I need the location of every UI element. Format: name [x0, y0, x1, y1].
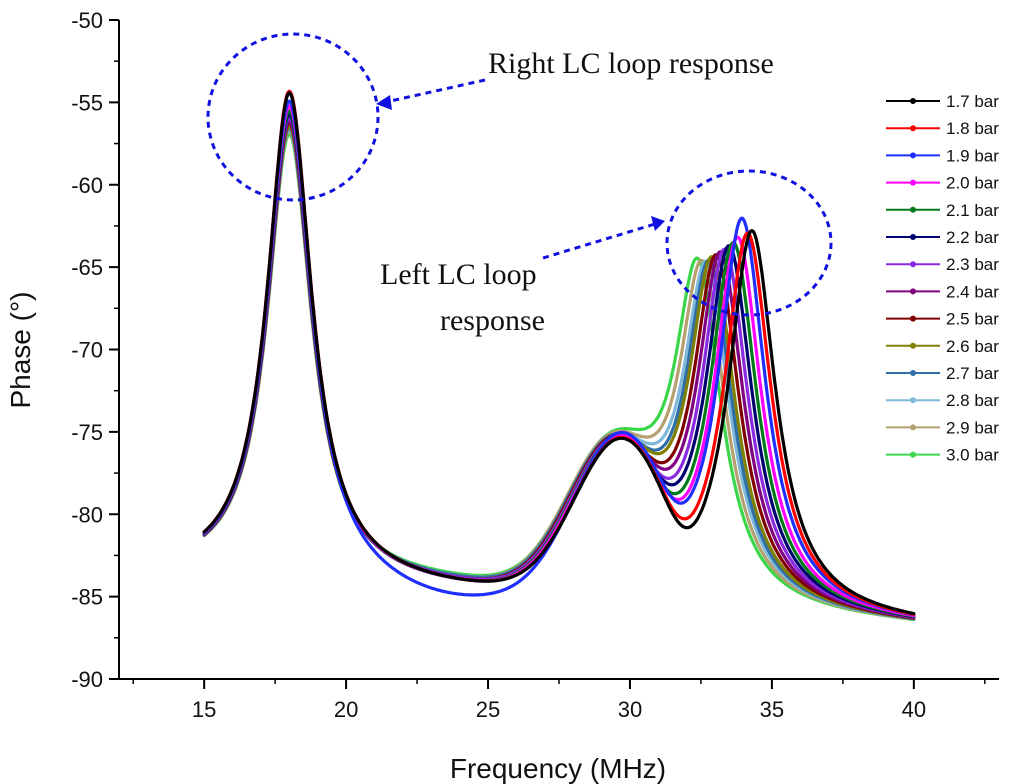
- legend-marker: [910, 98, 916, 104]
- legend-marker: [910, 451, 916, 458]
- x-tick-label: 30: [618, 697, 642, 722]
- y-tick-label: -70: [71, 338, 103, 363]
- legend-marker: [910, 152, 916, 159]
- legend-marker: [910, 370, 916, 376]
- legend-label: 3.0 bar: [946, 446, 999, 465]
- right-annotation-arrow: [385, 78, 486, 104]
- left-loop-highlight-ellipse: [665, 169, 833, 317]
- legend-label: 1.7 bar: [946, 92, 999, 111]
- y-tick-label: -80: [71, 502, 103, 527]
- legend-label: 2.4 bar: [946, 282, 999, 301]
- x-tick-label: 35: [760, 697, 784, 722]
- legend-label: 1.9 bar: [946, 146, 999, 165]
- legend-marker: [910, 179, 916, 186]
- legend-marker: [910, 315, 916, 322]
- legend-marker: [910, 397, 916, 404]
- x-tick-label: 20: [334, 697, 358, 722]
- left-annotation-arrow: [542, 222, 656, 260]
- legend-label: 2.2 bar: [946, 228, 999, 247]
- right-annotation-arrowhead: [376, 95, 392, 110]
- legend-label: 2.5 bar: [946, 310, 999, 329]
- y-tick-label: -55: [71, 90, 103, 115]
- y-tick-label: -90: [71, 667, 103, 692]
- legend-marker: [910, 206, 916, 213]
- legend-label: 2.3 bar: [946, 255, 999, 274]
- legend-label: 2.0 bar: [946, 174, 999, 193]
- legend-label: 2.1 bar: [946, 201, 999, 220]
- series-line-1.7-bar: [202, 91, 916, 616]
- x-tick-label: 40: [902, 697, 926, 722]
- legend-label: 2.6 bar: [946, 337, 999, 356]
- legend-marker: [910, 288, 916, 295]
- left-annotation-arrowhead: [651, 216, 665, 231]
- legend-marker: [910, 125, 916, 132]
- legend-label: 1.8 bar: [946, 119, 999, 138]
- left-annotation-label-line-1: Left LC loop: [380, 258, 537, 291]
- y-tick-label: -60: [71, 173, 103, 198]
- y-tick-label: -85: [71, 585, 103, 610]
- legend-label: 2.9 bar: [946, 418, 999, 437]
- series-line-2.3-bar: [202, 115, 916, 619]
- series-line-2.4-bar: [202, 119, 916, 620]
- legend-label: 2.8 bar: [946, 391, 999, 410]
- right-loop-highlight-ellipse: [206, 32, 380, 202]
- legend-marker: [910, 234, 916, 240]
- y-axis-title: Phase (°): [5, 291, 36, 408]
- y-tick-label: -65: [71, 255, 103, 280]
- y-tick-label: -75: [71, 420, 103, 445]
- legend-marker: [910, 261, 916, 268]
- right-annotation-label: Right LC loop response: [488, 47, 774, 80]
- annotations: Right LC loop response Left LC loop resp…: [206, 32, 833, 337]
- left-annotation-label-line-2: response: [440, 304, 545, 337]
- y-tick-label: -50: [71, 8, 103, 33]
- legend: 1.7 bar 1.8 bar 1.9 bar 2.0 bar 2.1 bar 2.2 b…: [886, 92, 999, 465]
- x-tick-label: 25: [476, 697, 500, 722]
- legend-label: 2.7 bar: [946, 364, 999, 383]
- x-axis-title: Frequency (MHz): [450, 753, 666, 784]
- legend-marker: [910, 342, 916, 349]
- legend-marker: [910, 424, 916, 431]
- x-tick-label: 15: [192, 697, 216, 722]
